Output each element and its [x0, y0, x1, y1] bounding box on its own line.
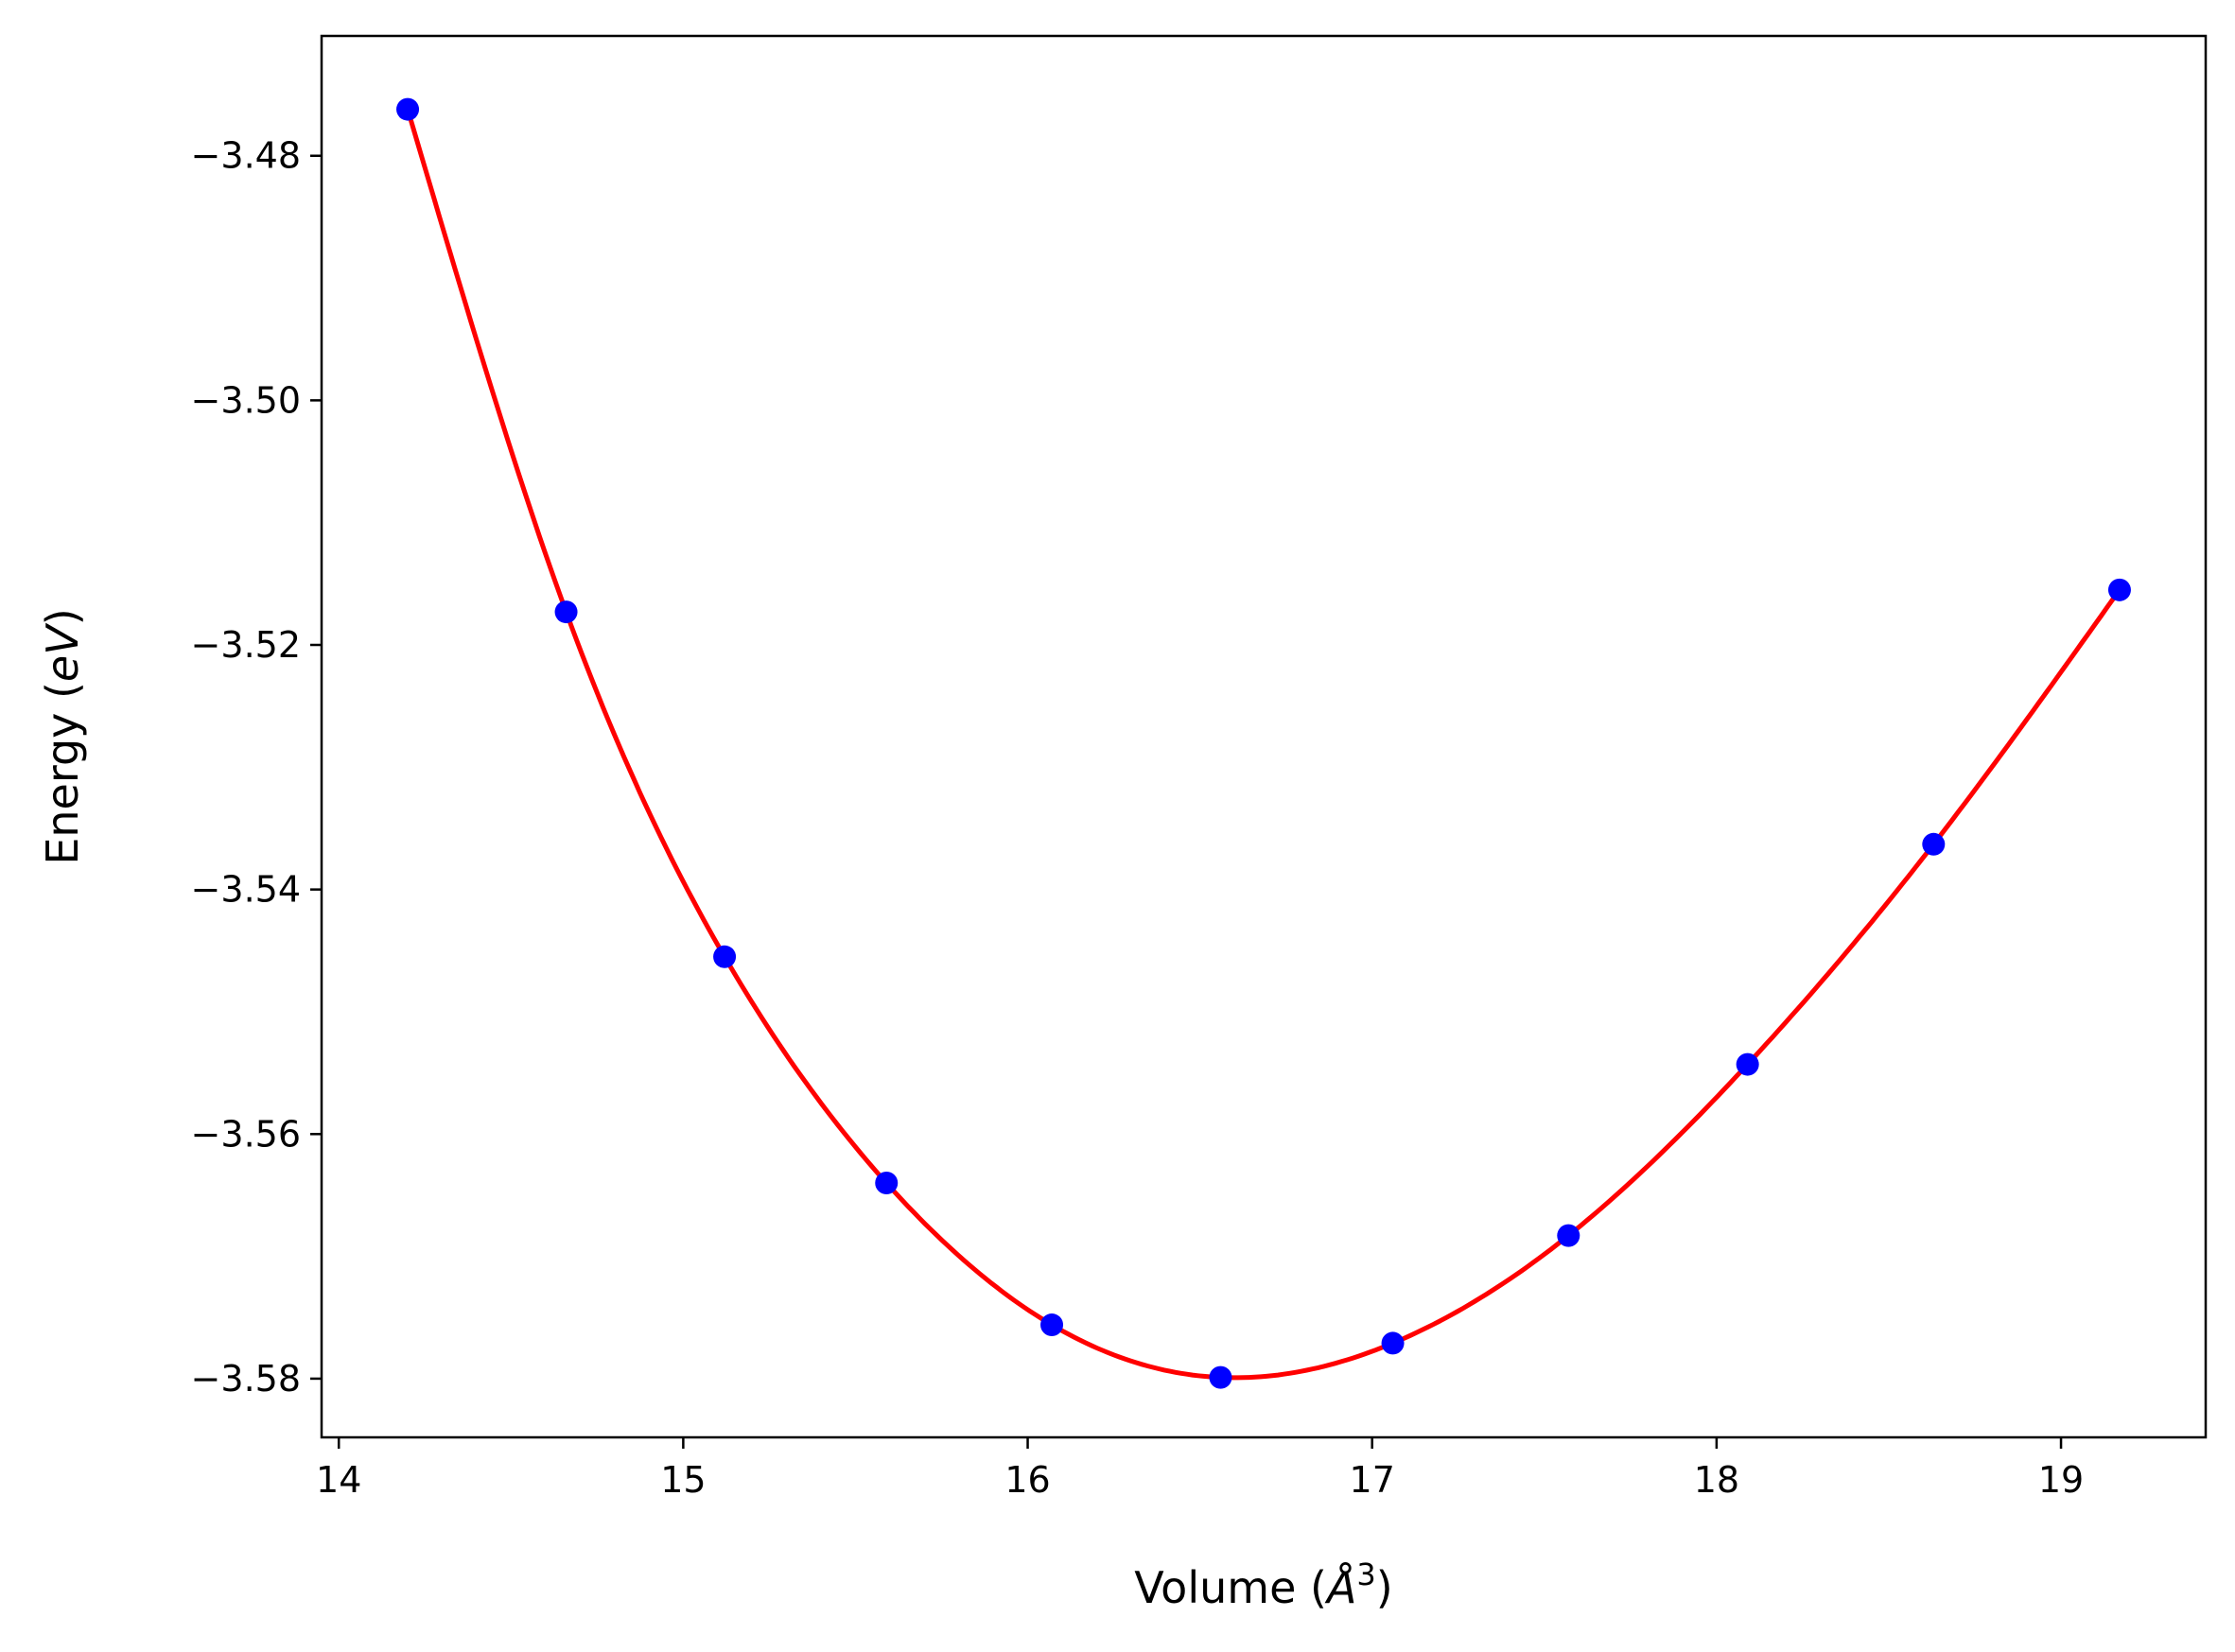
x-tick-label: 16 — [1004, 1459, 1050, 1501]
x-tick-label: 14 — [316, 1459, 361, 1501]
y-axis-label: Energy (eV) — [37, 608, 88, 864]
y-tick-label: −3.48 — [191, 135, 301, 177]
y-axis-label-symbol: eV — [37, 622, 88, 682]
data-point — [2107, 578, 2131, 601]
data-point — [1381, 1331, 1405, 1355]
x-tick-label: 19 — [2038, 1459, 2084, 1501]
x-axis-label-symbol: Å — [1324, 1562, 1356, 1613]
plot-area — [322, 36, 2206, 1437]
y-tick-label: −3.50 — [191, 379, 301, 421]
x-tick-label: 18 — [1694, 1459, 1739, 1501]
y-axis-label-prefix: Energy ( — [37, 682, 88, 865]
data-point — [1557, 1224, 1580, 1247]
data-point — [875, 1172, 899, 1195]
y-axis-ticks: −3.58 −3.56 −3.54 −3.52 −3.50 −3.48 — [191, 135, 322, 1400]
y-tick-label: −3.56 — [191, 1113, 301, 1155]
data-point — [554, 600, 578, 624]
data-point — [1040, 1313, 1064, 1337]
y-tick-label: −3.54 — [191, 869, 301, 911]
y-axis-label-suffix: ) — [37, 608, 88, 625]
x-axis-label-superscript: 3 — [1356, 1556, 1375, 1592]
x-tick-label: 15 — [660, 1459, 706, 1501]
data-point — [1922, 832, 1946, 856]
x-axis-label-prefix: Volume ( — [1134, 1562, 1327, 1613]
y-tick-label: −3.58 — [191, 1358, 301, 1400]
data-points-layer — [396, 97, 2131, 1389]
data-point — [396, 97, 420, 121]
x-axis-ticks: 14 15 16 17 18 19 — [316, 1437, 2084, 1501]
x-tick-label: 17 — [1350, 1459, 1395, 1501]
x-axis-label: Volume (Å3) — [1134, 1556, 1392, 1613]
y-tick-label: −3.52 — [191, 624, 301, 666]
data-point — [1209, 1365, 1232, 1389]
plot-frame — [320, 34, 2208, 1439]
data-point — [713, 945, 737, 968]
x-axis-label-suffix: ) — [1376, 1562, 1393, 1613]
data-point — [1736, 1052, 1759, 1076]
